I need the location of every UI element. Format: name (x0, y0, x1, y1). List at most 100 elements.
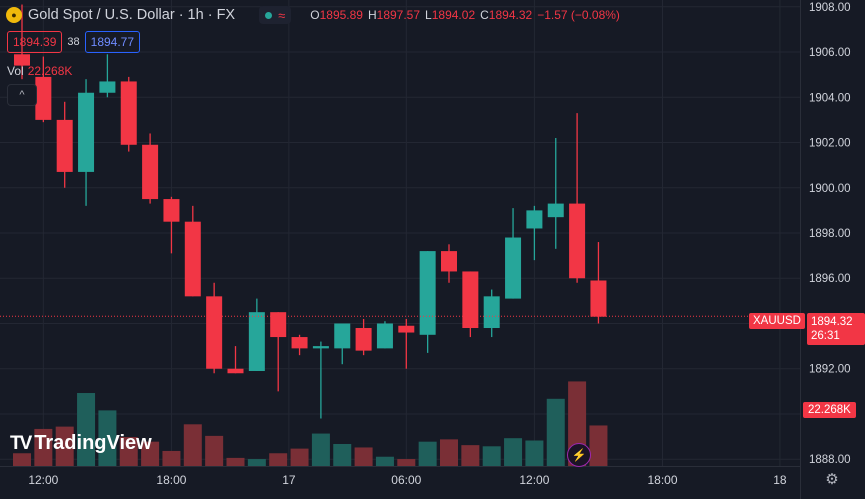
y-tick-label: 1900.00 (809, 183, 851, 195)
y-tick-label: 1892.00 (809, 364, 851, 376)
candle-body (206, 296, 223, 369)
candle-body (462, 271, 479, 329)
candle-body (441, 251, 457, 272)
candle-body (547, 203, 564, 218)
volume-bar (269, 453, 288, 466)
tradingview-logo[interactable]: TV TradingView (10, 432, 152, 455)
volume-bar (290, 448, 309, 466)
candle-body (14, 54, 30, 66)
volume-bar (13, 453, 31, 466)
candle-body (483, 296, 500, 329)
symbol-price-tag: XAUUSD (749, 313, 805, 329)
volume-bar (375, 456, 394, 466)
gear-icon[interactable]: ⚙ (825, 471, 839, 488)
close-label: C (480, 8, 489, 22)
x-tick-label: 12:00 (519, 473, 549, 487)
volume-bar (34, 428, 53, 466)
volume-bar (354, 447, 373, 466)
tradingview-mark-icon: TV (10, 432, 32, 454)
y-tick-label: 1898.00 (809, 228, 851, 240)
high-value: 1897.57 (376, 8, 421, 22)
volume-bar (141, 441, 160, 466)
volume-label[interactable]: Vol (7, 64, 24, 78)
volume-bar (440, 439, 458, 466)
volume-bar (205, 435, 224, 466)
volume-axis-tag: 22.268K (803, 402, 856, 418)
spread-value: 38 (67, 36, 80, 48)
x-tick-label: 12:00 (28, 473, 58, 487)
close-value: 1894.32 (488, 8, 533, 22)
y-tick-label: 1906.00 (809, 47, 851, 59)
candle-body (590, 280, 607, 317)
candle-body (526, 210, 543, 229)
volume-legend: Vol 22.268K (7, 64, 72, 78)
candle-body (120, 81, 137, 145)
volume-bar (525, 440, 544, 466)
candle-body (291, 337, 308, 349)
volume-bar (247, 459, 266, 466)
y-tick-label: 1908.00 (809, 2, 851, 14)
high-label: H (367, 8, 377, 22)
chevron-up-icon: ^ (19, 89, 25, 101)
data-delay-icon: ≈ (278, 7, 286, 23)
x-tick-label: 18:00 (156, 473, 186, 487)
candle-body (569, 203, 586, 279)
volume-bar (397, 459, 416, 466)
candle-body (78, 92, 95, 172)
candle-body (270, 312, 287, 338)
candle-body (505, 237, 522, 299)
bar-countdown: 26:31 (811, 330, 840, 342)
volume-bar (546, 398, 565, 466)
symbol-title[interactable]: Gold Spot / U.S. Dollar · 1h · FX (28, 7, 236, 23)
lightning-icon[interactable]: ⚡ (567, 443, 591, 467)
volume-bar (418, 441, 437, 466)
volume-bar (162, 450, 181, 466)
volume-bar (333, 443, 352, 466)
buy-price-button[interactable]: 1894.77 (84, 31, 141, 53)
candle-body (184, 221, 201, 297)
open-label: O (310, 8, 320, 22)
volume-bar (504, 438, 523, 466)
candle-body (99, 81, 116, 93)
candle-body (376, 323, 393, 349)
trade-buttons: 1894.39 38 1894.77 (7, 31, 141, 53)
candle-body (56, 119, 73, 172)
y-tick-label: 1904.00 (809, 92, 851, 104)
candle-body (248, 312, 265, 371)
y-tick-label: 1902.00 (809, 138, 851, 150)
volume-bar (482, 446, 501, 466)
candle-body (227, 368, 244, 374)
volume-bar (183, 424, 202, 466)
ohlc-values: O 1895.89 H 1897.57 L 1894.02 C 1894.32 −1.5… (305, 8, 620, 22)
x-tick-label: 17 (282, 473, 296, 487)
x-tick-label: 06:00 (391, 473, 421, 487)
sell-price-button[interactable]: 1894.39 (7, 31, 63, 53)
volume-value: 22.268K (27, 64, 73, 78)
low-value: 1894.02 (431, 8, 476, 22)
last-price-tag: 1894.32 26:31 (807, 313, 865, 345)
volume-bar (55, 426, 74, 466)
market-open-dot-icon (265, 11, 273, 19)
low-label: L (425, 8, 432, 22)
x-tick-label: 18:00 (647, 473, 677, 487)
candle-body (163, 199, 180, 222)
market-status[interactable]: ≈ (259, 6, 292, 24)
volume-bar (77, 393, 96, 466)
candle-body (312, 346, 329, 349)
volume-bar (311, 433, 330, 466)
last-price-value: 1894.32 (811, 316, 853, 328)
x-tick-label: 18 (773, 473, 787, 487)
candle-body (419, 251, 436, 335)
candle-body (334, 323, 351, 349)
y-tick-label: 1896.00 (809, 273, 851, 285)
volume-bar (226, 457, 245, 466)
tradingview-logo-text: TradingView (34, 432, 152, 454)
volume-bar (119, 437, 138, 466)
change-value: −1.57 (−0.08%) (537, 8, 620, 22)
candle-body (398, 325, 415, 333)
collapse-legend-button[interactable]: ^ (7, 84, 37, 106)
candle-body (355, 328, 372, 351)
open-value: 1895.89 (319, 8, 363, 22)
